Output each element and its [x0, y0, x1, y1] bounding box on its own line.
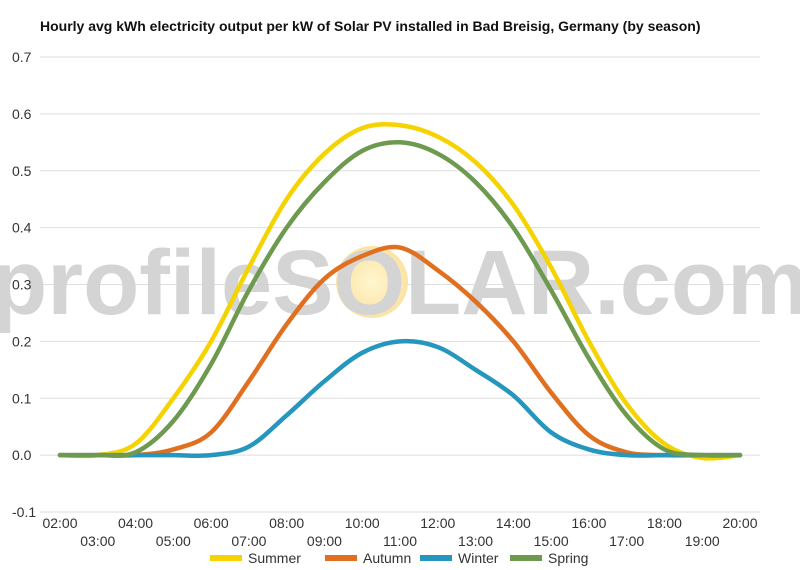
x-tick-label: 03:00 [80, 533, 115, 549]
legend: Summer Autumn Winter Spring [210, 550, 588, 566]
series-line-spring [57, 140, 743, 458]
legend-label-winter: Winter [458, 550, 499, 566]
y-tick-label: 0.3 [12, 277, 32, 293]
x-tick-label: 11:00 [383, 533, 417, 549]
legend-swatch-summer [210, 555, 242, 561]
x-tick-label: 06:00 [194, 515, 229, 531]
x-axis-ticks: 02:0003:0004:0005:0006:0007:0008:0009:00… [42, 515, 757, 549]
x-tick-label: 04:00 [118, 515, 153, 531]
chart-title: Hourly avg kWh electricity output per kW… [40, 18, 701, 34]
x-tick-label: 02:00 [42, 515, 77, 531]
legend-swatch-spring [510, 555, 542, 561]
y-axis-ticks: -0.1 0.0 0.1 0.2 0.3 0.4 0.5 0.6 0.7 [12, 49, 36, 520]
y-tick-label: 0.6 [12, 106, 32, 122]
y-tick-label: 0.7 [12, 49, 32, 65]
y-tick-label: 0.0 [12, 447, 32, 463]
y-tick-label: 0.1 [12, 390, 32, 406]
series-lines [57, 122, 743, 461]
legend-label-autumn: Autumn [363, 550, 411, 566]
series-line-autumn [57, 244, 743, 458]
x-tick-label: 08:00 [269, 515, 304, 531]
x-tick-label: 07:00 [231, 533, 266, 549]
x-tick-label: 16:00 [571, 515, 606, 531]
y-tick-label: 0.5 [12, 163, 32, 179]
y-tick-label: 0.2 [12, 333, 32, 349]
series-line-winter [57, 338, 743, 459]
y-tick-label: 0.4 [12, 220, 32, 236]
x-tick-label: 14:00 [496, 515, 531, 531]
x-tick-label: 17:00 [609, 533, 644, 549]
watermark-sun [336, 246, 408, 318]
x-tick-label: 18:00 [647, 515, 682, 531]
legend-label-summer: Summer [248, 550, 301, 566]
legend-swatch-winter [420, 555, 452, 561]
y-tick-label: -0.1 [12, 504, 36, 520]
x-tick-label: 15:00 [534, 533, 569, 549]
legend-swatch-autumn [325, 555, 357, 561]
x-tick-label: 10:00 [345, 515, 380, 531]
legend-label-spring: Spring [548, 550, 588, 566]
series-line-summer [57, 122, 743, 461]
x-tick-label: 12:00 [420, 515, 455, 531]
x-tick-label: 05:00 [156, 533, 191, 549]
x-tick-label: 20:00 [722, 515, 757, 531]
x-tick-label: 09:00 [307, 533, 342, 549]
x-tick-label: 13:00 [458, 533, 493, 549]
x-tick-label: 19:00 [685, 533, 720, 549]
